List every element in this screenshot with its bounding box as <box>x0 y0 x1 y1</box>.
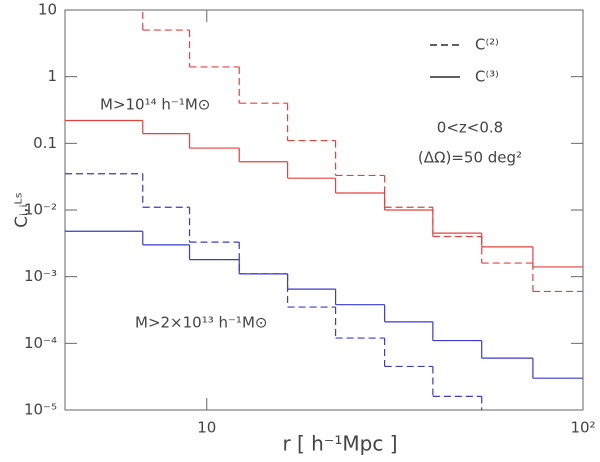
y-tick-label: 0.1 <box>33 134 57 152</box>
y-tick-label: 10⁻⁵ <box>24 401 57 419</box>
y-tick-label: 1 <box>47 67 57 85</box>
marks <box>65 10 583 410</box>
y-tick-label: 10⁻³ <box>24 267 57 285</box>
plot-frame <box>64 9 584 411</box>
y-tick-label: 10⁻⁴ <box>24 334 57 352</box>
x-axis-label: r [ h⁻¹Mpc ] <box>282 432 397 456</box>
y-tick-label: 10⁻² <box>24 201 57 219</box>
annotation: 0<z<0.8 <box>437 119 503 137</box>
y-tick-label: 10 <box>38 1 57 19</box>
x-tick-label: 10 <box>197 419 216 437</box>
annotation: M>2×10¹³ h⁻¹M⊙ <box>135 314 267 332</box>
legend-label: C⁽³⁾ <box>475 68 499 86</box>
y-axis-label: Cᵢ,ᵢᴸˢ <box>12 192 32 228</box>
annotation: (ΔΩ)=50 deg² <box>418 149 522 167</box>
x-tick-label: 10² <box>570 419 595 437</box>
legend-label: C⁽²⁾ <box>475 36 499 54</box>
annotation: M>10¹⁴ h⁻¹M⊙ <box>100 96 210 114</box>
